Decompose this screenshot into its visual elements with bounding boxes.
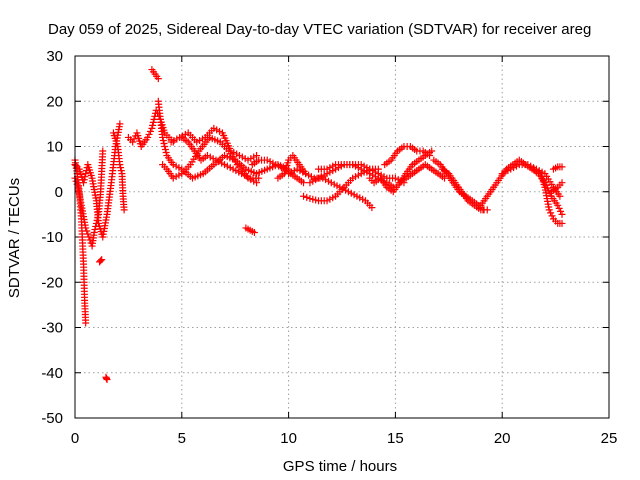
x-tick-label: 25 [601,430,618,447]
data-point [161,143,169,150]
data-point [82,319,90,327]
data-point [154,75,162,83]
data-point [159,133,167,141]
data-point [130,135,138,143]
data-series-sat-h [148,66,162,83]
data-point [253,152,261,160]
data-point [426,152,434,160]
data-point [72,177,80,185]
data-point [558,163,566,171]
data-point [82,224,90,232]
data-series-sat-m [242,224,258,236]
data-point [145,130,153,138]
data-series-sat-p [285,165,310,178]
x-tick-label: 0 [71,430,79,447]
x-axis-label: GPS time / hours [283,458,397,475]
data-point [547,209,555,217]
data-point [558,219,566,227]
data-point [483,206,491,214]
data-series-sat-z [498,161,564,200]
data-series-sat-d [96,256,106,266]
data-point [80,179,88,187]
data-point [162,149,170,157]
data-point [116,120,124,128]
data-point [91,225,99,233]
data-point [99,147,107,155]
data-point [150,115,158,123]
y-tick-label: -30 [41,320,63,337]
data-series-sat-l [178,133,263,182]
plot-frame [74,55,610,419]
data-point [428,147,436,155]
data-point [548,212,556,220]
data-series-sat-x [438,165,491,214]
data-point [149,118,157,126]
data-point [161,146,169,154]
data-point [300,192,308,200]
data-point [149,121,157,129]
axis-ticks: 0 5 10 15 20 25 -50 -40 -30 -20 -10 0 10 20 30 [41,48,617,447]
data-point [117,167,125,175]
data-point [85,233,93,241]
data-point [116,161,124,169]
data-series-sat-e [102,373,111,384]
data-point [144,133,152,141]
data-point [129,138,137,146]
data-series-sat-aa [530,165,566,227]
x-tick-label: 20 [494,430,511,447]
data-point [368,204,376,212]
y-tick-label: -20 [41,274,63,291]
data-point [148,124,156,132]
data-point [146,127,154,135]
data-point [303,193,311,201]
data-point [98,256,106,264]
data-point [253,179,261,187]
data-series-sat-ac [547,179,566,196]
data-point [558,179,566,187]
data-point [558,210,566,218]
data-series-sat-o [274,152,376,212]
y-tick-label: 10 [46,139,63,156]
data-series-sat-b [71,147,107,250]
data-point [84,230,92,238]
data-point [81,173,89,181]
data-series-sat-u [381,143,434,169]
data-series-sat-g [124,106,177,150]
data-point [80,176,88,184]
data-point [250,228,258,236]
data-point [555,204,563,212]
data-series-sat-f [109,129,128,214]
data-point [159,136,167,144]
plot-area [71,66,566,384]
y-tick-label: -40 [41,365,63,382]
data-point [556,192,564,200]
chart-title: Day 059 of 2025, Sidereal Day-to-day VTE… [48,21,591,38]
x-tick-label: 5 [178,430,186,447]
data-point [103,376,111,384]
data-point [120,206,128,214]
y-tick-label: -50 [41,410,63,427]
data-point [82,170,90,178]
data-point [160,139,168,147]
data-point [300,179,308,187]
data-point [117,164,125,172]
x-tick-label: 15 [387,430,404,447]
data-point [255,174,263,182]
data-point [545,206,553,214]
y-axis-label: SDTVAR / TECUs [6,178,23,298]
data-point [554,201,562,209]
x-tick-label: 10 [280,430,297,447]
data-point [97,257,105,265]
y-tick-label: -10 [41,229,63,246]
data-series-sat-ab [549,163,566,173]
y-tick-label: 0 [55,184,63,201]
y-tick-label: 20 [46,93,63,110]
y-tick-label: 30 [46,48,63,65]
data-point [83,227,91,235]
data-point [557,207,565,215]
data-point [90,228,98,236]
data-point [302,170,310,178]
